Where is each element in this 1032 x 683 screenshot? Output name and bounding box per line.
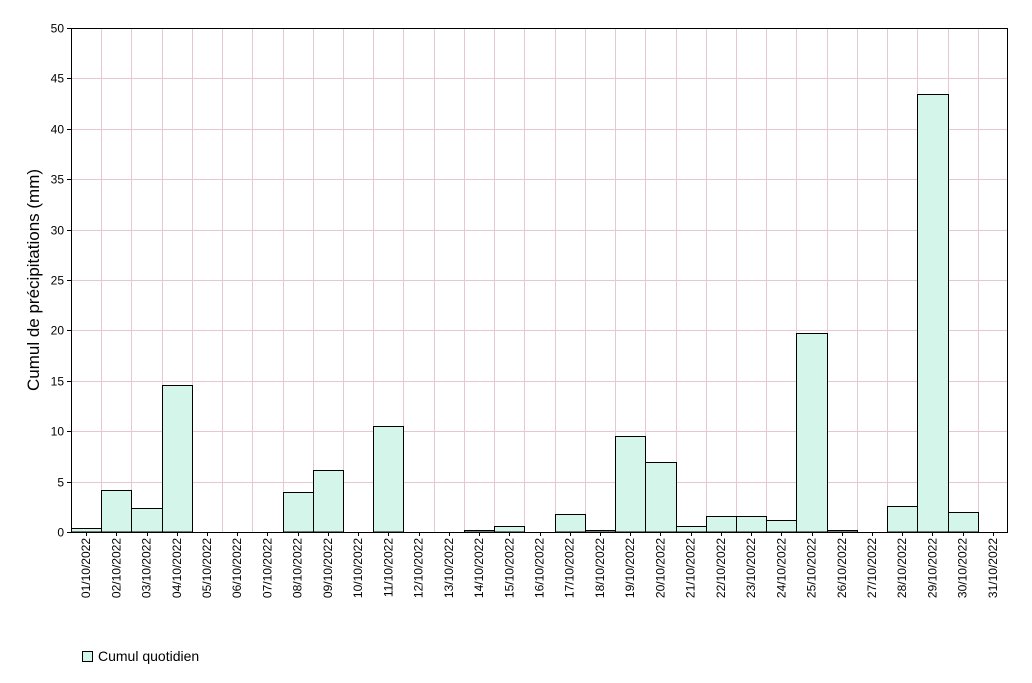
x-tick-label: 13/10/2022	[442, 538, 456, 598]
y-tick-label: 5	[57, 476, 64, 490]
x-tick-label: 19/10/2022	[623, 538, 637, 598]
y-tick-label: 0	[57, 526, 64, 540]
x-tick-label: 02/10/2022	[109, 538, 123, 598]
bar	[706, 516, 737, 533]
x-tick-label: 28/10/2022	[895, 538, 909, 598]
x-tick-label: 31/10/2022	[986, 538, 1000, 598]
bar	[887, 506, 918, 533]
x-tick-label: 03/10/2022	[140, 538, 154, 598]
x-tick-label: 16/10/2022	[533, 538, 547, 598]
bar	[796, 333, 828, 533]
x-tick-label: 23/10/2022	[744, 538, 758, 598]
bar	[373, 426, 404, 533]
x-tick-label: 01/10/2022	[79, 538, 93, 598]
bar	[101, 490, 132, 533]
bar	[71, 528, 102, 533]
y-tick-label: 35	[51, 173, 65, 187]
y-tick-label: 50	[51, 22, 65, 36]
x-tick-label: 18/10/2022	[593, 538, 607, 598]
x-tick-label: 22/10/2022	[714, 538, 728, 598]
bar	[464, 530, 495, 533]
y-tick-label: 30	[51, 224, 65, 238]
x-tick-label: 25/10/2022	[805, 538, 819, 598]
x-tick-label: 12/10/2022	[412, 538, 426, 598]
y-tick-label: 15	[51, 375, 65, 389]
x-tick-label: 17/10/2022	[563, 538, 577, 598]
bar	[676, 526, 707, 533]
y-tick-label: 25	[51, 274, 65, 288]
plot-frame	[71, 28, 1008, 533]
bar	[917, 94, 949, 533]
bar	[283, 492, 314, 533]
x-tick-label: 30/10/2022	[956, 538, 970, 598]
y-tick-label: 40	[51, 123, 65, 137]
bar	[615, 436, 646, 533]
x-tick-label: 27/10/2022	[865, 538, 879, 598]
x-tick-label: 14/10/2022	[472, 538, 486, 598]
x-tick-label: 08/10/2022	[291, 538, 305, 598]
x-tick-label: 15/10/2022	[502, 538, 516, 598]
x-tick-label: 09/10/2022	[321, 538, 335, 598]
x-tick-label: 04/10/2022	[170, 538, 184, 598]
bar	[313, 470, 344, 533]
bars	[71, 94, 979, 533]
y-axis-title: Cumul de précipitations (mm)	[24, 169, 43, 391]
y-tick-label: 45	[51, 72, 65, 86]
legend-swatch	[82, 650, 93, 662]
x-tick-label: 26/10/2022	[835, 538, 849, 598]
x-tick-label: 05/10/2022	[200, 538, 214, 598]
bar	[162, 385, 193, 533]
x-tick-label: 07/10/2022	[260, 538, 274, 598]
y-tick-labels: 0 5 10 15 20 25 30 35 40 45 50	[51, 22, 65, 540]
bar	[736, 516, 767, 533]
x-tick-label: 10/10/2022	[351, 538, 365, 598]
bar	[585, 530, 616, 533]
x-tick-label: 24/10/2022	[774, 538, 788, 598]
bar	[555, 514, 586, 533]
bar	[131, 508, 163, 533]
bar	[827, 530, 858, 533]
bar	[766, 520, 797, 533]
x-tick-label: 21/10/2022	[684, 538, 698, 598]
bar	[948, 512, 979, 533]
x-tick-label: 06/10/2022	[230, 538, 244, 598]
bar	[645, 462, 677, 533]
y-tick-label: 20	[51, 324, 65, 338]
grid	[71, 28, 1008, 533]
x-tick-label: 20/10/2022	[653, 538, 667, 598]
x-tick-labels: 01/10/2022 02/10/2022 03/10/2022 04/10/2022…	[79, 538, 1000, 598]
legend-label: Cumul quotidien	[98, 648, 200, 664]
x-tick-label: 29/10/2022	[925, 538, 939, 598]
axes	[67, 28, 1008, 536]
y-tick-label: 10	[51, 425, 65, 439]
bar	[494, 526, 525, 533]
legend: Cumul quotidien	[82, 648, 199, 664]
x-tick-label: 11/10/2022	[381, 538, 395, 597]
